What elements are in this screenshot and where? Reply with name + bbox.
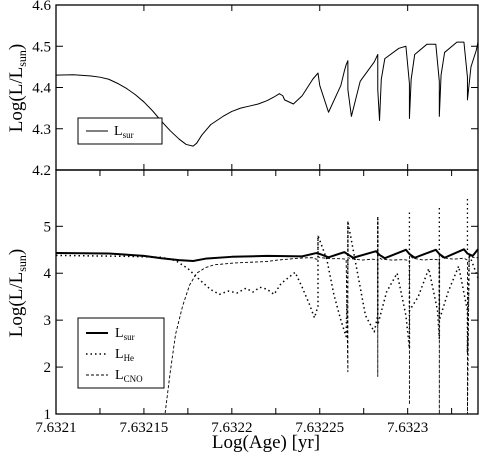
bottom-legend-label-lhe: LHe [115,347,134,363]
bottom-legend-label-lcno-main: L [115,368,124,383]
top-y-tick-label: 4.3 [32,122,51,138]
bottom-series-sur-line [55,248,479,263]
top-y-axis-title: Log(L/Lsun) [6,44,29,132]
top-y-tick-label: 4.2 [32,163,51,179]
top-series [55,41,479,147]
top-y-tick-label: 4.5 [32,39,51,55]
bottom-series-He-line [55,218,479,354]
bottom-legend-label-lcno: LCNO [115,368,143,384]
bottom-y-axis-title: Log(L/Lsun) [6,249,29,337]
bottom-series [55,198,479,415]
bottom-legend-label-lhe-main: L [115,347,124,362]
bottom-plot-frame [55,169,479,415]
bottom-x-tick-label: 7.6323 [387,420,428,436]
bottom-series-CNO-line [56,254,479,415]
top-legend-label-lsur-sub: sur [123,130,134,140]
top-ticks: 4.2 4.3 4.4 4.5 4.6 [32,0,478,179]
top-y-axis-title-suffix: ) [6,44,27,50]
bottom-y-axis-title-main: Log(L/L [6,272,27,337]
bottom-x-tick-label: 7.6321 [35,420,76,436]
top-plot-frame [55,4,479,171]
top-y-tick-label: 4.6 [32,0,51,14]
top-y-tick-label: 4.4 [32,81,51,97]
bottom-ticks: 1 2 3 4 5 7.6321 7.63215 7.6322 7.63225 7.6323 [35,170,478,436]
bottom-legend-label-lsur: Lsur [115,326,135,342]
bottom-y-tick-label: 2 [44,360,52,376]
bottom-x-tick-label: 7.63215 [120,420,169,436]
bottom-x-tick-label: 7.63225 [295,420,344,436]
top-series-sur-line [55,41,479,147]
top-legend: Lsur [77,117,163,145]
bottom-y-tick-label: 4 [44,266,52,282]
top-legend-label-lsur: Lsur [114,124,134,140]
bottom-y-tick-label: 5 [44,219,52,235]
bottom-legend-label-lsur-sub: sur [124,332,135,342]
bottom-y-axis-title-suffix: ) [6,249,27,255]
bottom-panel: 1 2 3 4 5 7.6321 7.63215 7.6322 7.63225 7.6323 Lo… [6,169,479,453]
bottom-x-tick-label: 7.6322 [211,420,252,436]
bottom-legend-box [77,317,165,389]
x-axis-title: Log(Age) [yr] [212,432,320,453]
top-panel: 4.2 4.3 4.4 4.5 4.6 Log(L/Lsun) Lsur [6,0,479,179]
bottom-y-axis-title-sub: sun [15,255,29,272]
bottom-y-tick-label: 1 [44,407,52,423]
bottom-legend-label-lhe-sub: He [124,353,135,363]
bottom-y-tick-label: 3 [44,313,52,329]
top-legend-label-lsur-main: L [114,124,123,139]
top-y-axis-title-main: Log(L/L [6,67,27,132]
bottom-legend: Lsur LHe LCNO [77,317,165,389]
bottom-legend-label-lsur-main: L [115,326,124,341]
top-y-axis-title-sub: sun [15,50,29,67]
bottom-legend-label-lcno-sub: CNO [124,374,144,384]
